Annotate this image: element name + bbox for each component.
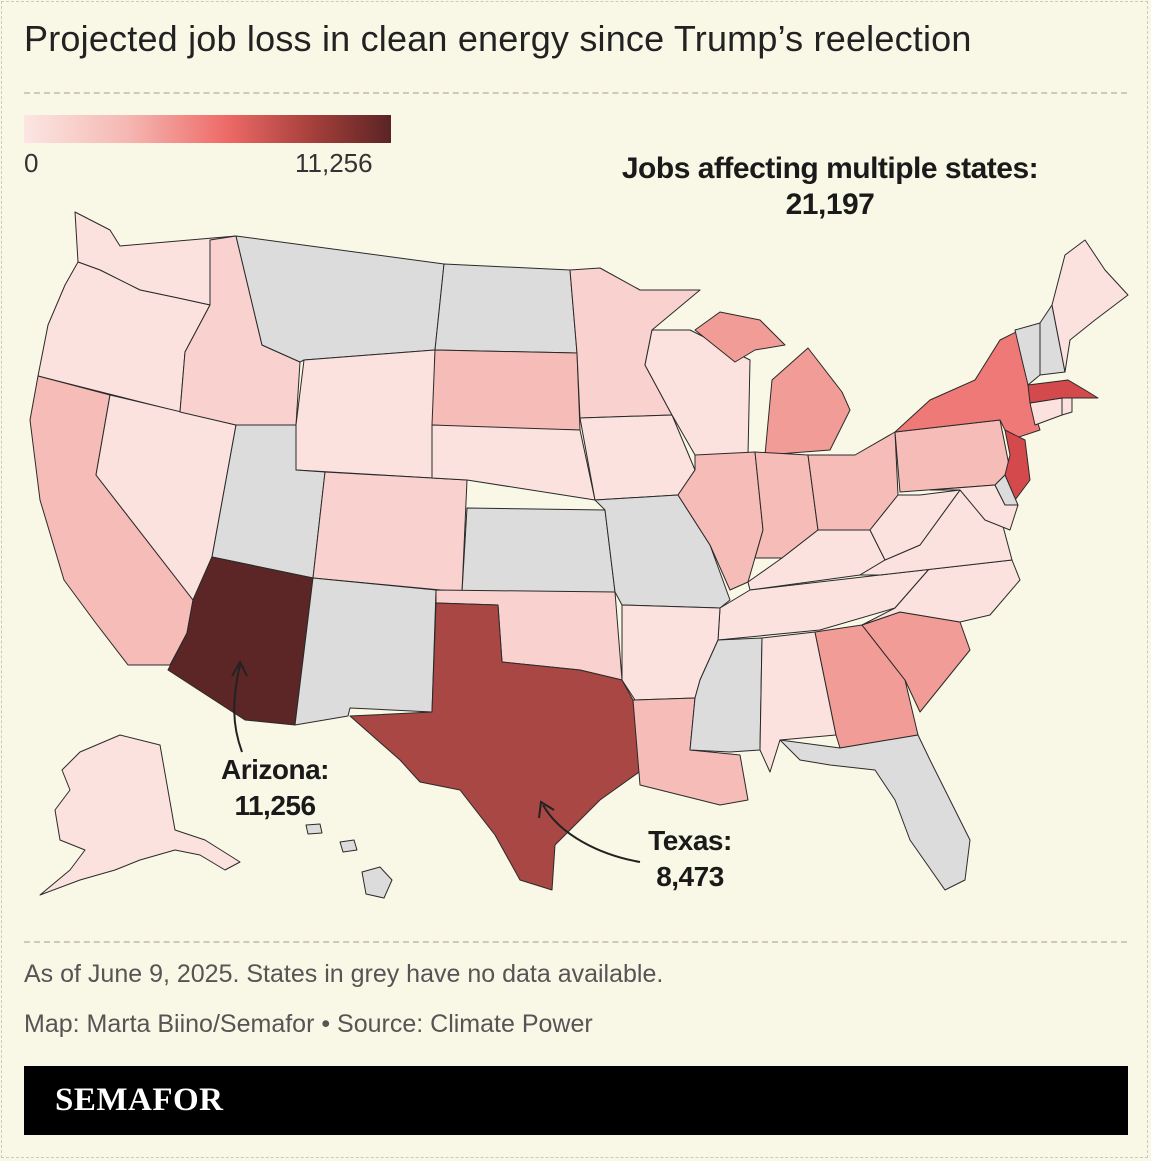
- state-MS: [689, 637, 763, 753]
- credit-line: Map: Marta Biino/Semafor • Source: Clima…: [24, 1010, 593, 1038]
- state-KS: [461, 507, 616, 593]
- state-AK: [39, 734, 241, 896]
- multi-states-annotation: Jobs affecting multiple states: 21,197: [590, 151, 1070, 223]
- top-divider: [24, 92, 1127, 94]
- state-SD: [431, 349, 581, 431]
- state-PA: [894, 419, 1011, 493]
- arizona-label: Arizona:: [221, 754, 330, 785]
- state-ND: [434, 263, 578, 354]
- arizona-value: 11,256: [234, 790, 316, 821]
- chart-title: Projected job loss in clean energy since…: [24, 18, 972, 59]
- texas-value: 8,473: [656, 861, 724, 892]
- state-NM: [294, 577, 437, 726]
- semafor-logo: SEMAFOR: [55, 1082, 224, 1118]
- legend-color-ramp: [24, 115, 391, 143]
- legend-min-label: 0: [24, 148, 39, 178]
- state-NC: [861, 559, 1021, 626]
- texas-label: Texas:: [648, 825, 732, 856]
- texas-annotation: Texas: 8,473: [625, 823, 755, 895]
- state-MT: [235, 235, 445, 363]
- state-VT: [1014, 322, 1041, 386]
- state-HI-2: [339, 839, 358, 853]
- arizona-arrow-head: [231, 659, 248, 677]
- legend-max-label: 11,256: [295, 148, 373, 178]
- state-RI: [1061, 397, 1073, 416]
- state-NY: [894, 329, 1041, 441]
- state-FL: [779, 734, 971, 891]
- arizona-arrow: [233, 664, 243, 753]
- texas-arrow: [542, 804, 641, 863]
- state-CO: [312, 471, 468, 593]
- state-MA: [1027, 379, 1099, 404]
- texas-arrow-head: [538, 800, 555, 819]
- state-NE: [431, 424, 596, 501]
- state-ME: [1051, 239, 1129, 373]
- multi-states-label: Jobs affecting multiple states:: [621, 152, 1039, 185]
- state-TX: [349, 602, 643, 891]
- state-MI-UP: [694, 311, 786, 363]
- state-WY: [295, 349, 436, 479]
- state-HI-3: [305, 823, 323, 835]
- state-DE: [994, 474, 1019, 506]
- arizona-annotation: Arizona: 11,256: [190, 752, 360, 824]
- state-HI-1: [361, 866, 393, 899]
- state-IA: [579, 414, 696, 501]
- brand-bar: SEMAFOR: [24, 1066, 1128, 1135]
- bottom-divider: [24, 941, 1127, 943]
- footnote: As of June 9, 2025. States in grey have …: [24, 960, 664, 988]
- state-MI: [764, 347, 851, 456]
- multi-states-value: 21,197: [785, 188, 875, 221]
